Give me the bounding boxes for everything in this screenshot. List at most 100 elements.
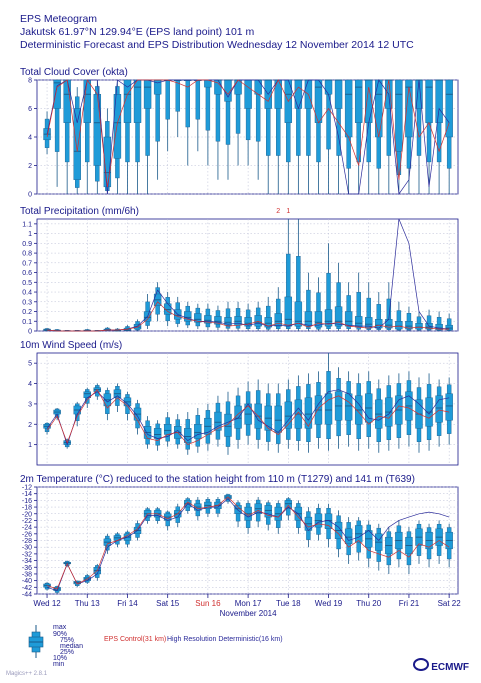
cloud-box-25-75 (143, 79, 152, 109)
precip-y-tick-label: 0.7 (22, 260, 32, 267)
temp-y-tick-label: -12 (22, 485, 32, 492)
precip-box-25-75 (375, 319, 383, 329)
temp-y-tick-label: -34 (22, 558, 32, 565)
precip-y-tick-label: 1 (28, 231, 32, 238)
wind-box-25-75 (445, 393, 453, 421)
cloud-box-25-75 (354, 79, 363, 123)
wind-y-tick-label: 4 (28, 381, 32, 388)
cloud-panel-title: Total Cloud Cover (okta) (20, 67, 128, 78)
x-day-label: Thu 20 (356, 599, 381, 608)
precip-box-10-90 (286, 253, 291, 330)
precip-box-10-90 (306, 289, 311, 330)
ecmwf-logo-mark (413, 658, 430, 671)
precip-box-10-90 (296, 256, 301, 330)
precip-box-25-75 (405, 321, 413, 330)
cloud-control-line (46, 79, 450, 187)
cloud-box-25-75 (83, 79, 91, 123)
cloud-box-25-75 (334, 79, 343, 109)
ecmwf-logo-text: ECMWF (431, 662, 469, 673)
wind-y-tick-label: 3 (28, 401, 32, 408)
legend-p90: 90% (53, 631, 68, 638)
wind-box-25-75 (184, 428, 192, 443)
temp-y-tick-label: -42 (22, 585, 32, 592)
off-scale-label: 1 (286, 208, 290, 215)
cloud-y-tick-label: 6 (28, 106, 32, 113)
precip-box-25-75 (194, 313, 202, 323)
forecast-info: Deterministic Forecast and EPS Distribut… (20, 39, 414, 51)
x-day-label: Wed 12 (33, 599, 61, 608)
wind-box-25-75 (324, 393, 333, 425)
cloud-box-25-75 (73, 108, 81, 180)
temp-box-25-75 (324, 513, 333, 529)
precip-box-25-75 (314, 311, 323, 328)
precip-y-tick-label: 0.4 (22, 290, 32, 297)
temp-y-tick-label: -28 (22, 538, 32, 545)
cloud-box-25-75 (234, 79, 242, 95)
wind-y-tick-label: 2 (28, 422, 32, 429)
x-day-label: Thu 13 (75, 599, 100, 608)
temp-y-tick-label: -26 (22, 531, 32, 538)
precip-y-tick-label: 0.1 (22, 319, 32, 326)
temp-y-tick-label: -16 (22, 498, 32, 505)
temp-y-tick-label: -30 (22, 545, 32, 552)
wind-control-line (46, 389, 450, 446)
cloud-box-25-75 (425, 79, 433, 123)
precip-box-10-90 (336, 282, 341, 330)
cloud-box-25-75 (113, 94, 122, 159)
wind-box-25-75 (304, 397, 313, 429)
wind-y-tick-label: 1 (28, 442, 32, 449)
cloud-box-25-75 (324, 79, 333, 95)
precip-box-25-75 (133, 323, 142, 330)
x-day-label: Fri 14 (117, 599, 138, 608)
precip-box-10-90 (446, 318, 452, 331)
cloud-box-25-75 (405, 79, 413, 138)
wind-box-25-75 (224, 413, 232, 437)
off-scale-label: 2 (276, 208, 280, 215)
x-day-label: Sat 15 (156, 599, 180, 608)
precip-box-25-75 (344, 311, 353, 327)
temp-y-tick-label: -22 (22, 518, 32, 525)
cloud-box-25-75 (294, 79, 303, 109)
temp-box-25-75 (284, 500, 293, 509)
wind-box-25-75 (194, 424, 202, 439)
x-day-label: Mon 17 (235, 599, 262, 608)
precip-y-tick-label: 0.2 (22, 309, 32, 316)
x-day-label: Sun 16 (195, 599, 221, 608)
legend-p75: 75% (60, 637, 75, 644)
temp-y-tick-label: -18 (22, 505, 32, 512)
temp-box-25-75 (344, 528, 353, 545)
temp-hres-line (46, 498, 450, 592)
temp-y-tick-label: -36 (22, 565, 32, 572)
precip-box-25-75 (334, 306, 343, 327)
cloud-y-tick-label: 4 (28, 135, 32, 142)
precip-y-tick-label: 0.8 (22, 251, 32, 258)
precip-box-10-90 (376, 304, 381, 330)
meteogram-title: EPS Meteogram (20, 13, 98, 25)
precip-box-10-90 (386, 298, 392, 330)
cloud-box-25-75 (123, 79, 132, 123)
x-day-label: Wed 19 (315, 599, 343, 608)
precip-box-25-75 (395, 321, 403, 330)
x-day-label: Fri 21 (399, 599, 420, 608)
precip-box-10-90 (356, 292, 361, 330)
precip-y-tick-label: 0.3 (22, 299, 32, 306)
cloud-box-25-75 (274, 79, 282, 109)
x-day-label: Sat 22 (438, 599, 462, 608)
wind-hres-line (46, 389, 450, 446)
precip-y-tick-label: 0.9 (22, 241, 32, 248)
temp-y-tick-label: -14 (22, 491, 32, 498)
precip-control-line (47, 301, 450, 332)
x-day-label: Tue 18 (276, 599, 301, 608)
x-month-label: November 2014 (220, 609, 277, 618)
ecmwf-logo: ECMWF (413, 658, 469, 673)
temp-y-tick-label: -20 (22, 511, 32, 518)
temp-panel-title: 2m Temperature (°C) reduced to the stati… (20, 474, 415, 485)
cloud-box-25-75 (375, 79, 383, 138)
wind-box-25-75 (163, 424, 172, 435)
precip-y-tick-label: 0.5 (22, 280, 32, 287)
precip-panel-title: Total Precipitation (mm/6h) (20, 206, 139, 217)
station-info: Jakutsk 61.97°N 129.94°E (EPS land point… (20, 26, 255, 38)
precip-y-tick-label: 1.1 (22, 221, 32, 228)
wind-box-25-75 (274, 405, 282, 433)
